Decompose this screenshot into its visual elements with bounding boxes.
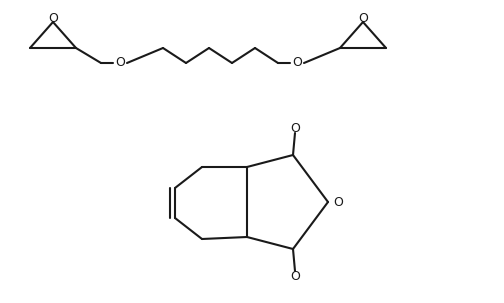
Text: O: O [115, 56, 125, 69]
Text: O: O [290, 122, 300, 135]
Text: O: O [290, 269, 300, 282]
Text: O: O [292, 56, 302, 69]
Text: O: O [48, 12, 58, 25]
Text: O: O [333, 195, 343, 208]
Text: O: O [358, 12, 368, 25]
